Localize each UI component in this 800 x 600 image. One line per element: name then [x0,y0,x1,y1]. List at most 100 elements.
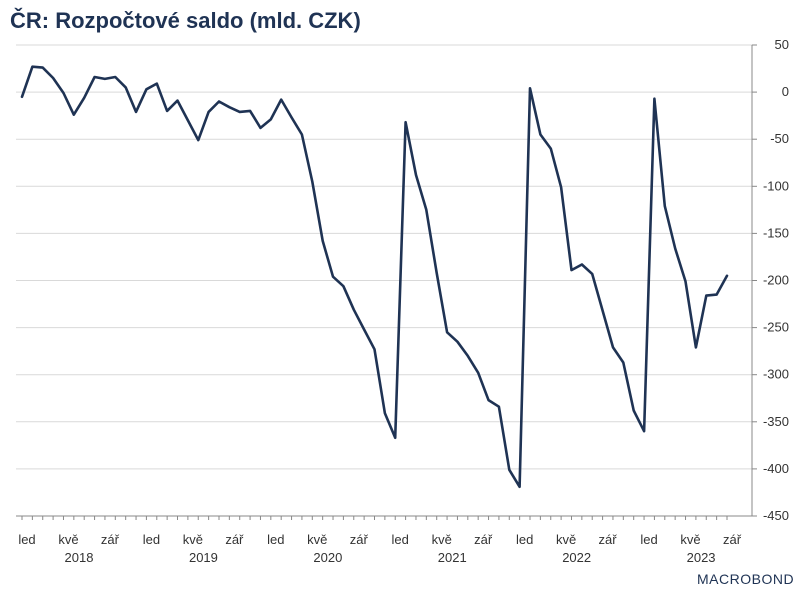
x-tick-label: led [18,532,35,547]
x-tick-label: led [392,532,409,547]
data-point [124,86,126,88]
data-point [114,76,116,78]
data-point [249,110,251,112]
y-tick-label: -450 [763,508,789,523]
data-point [270,118,272,120]
x-tick-label: zář [101,532,120,547]
x-tick-label: kvě [680,532,700,547]
data-point [373,348,375,350]
data-point [550,147,552,149]
data-point [332,276,334,278]
data-point [207,111,209,113]
data-point [601,309,603,311]
data-point [218,100,220,102]
y-tick-label: -350 [763,414,789,429]
data-point [508,469,510,471]
data-point [715,293,717,295]
x-year-label: 2019 [189,550,218,565]
data-point [239,111,241,113]
data-point [498,406,500,408]
y-tick-label: 0 [782,84,789,99]
data-point [570,269,572,271]
data-point [187,119,189,121]
x-tick-label: zář [225,532,244,547]
x-tick-label: led [640,532,657,547]
data-point [353,309,355,311]
data-point [643,430,645,432]
y-tick-label: -400 [763,461,789,476]
data-point [404,121,406,123]
data-point [73,114,75,116]
data-point [684,280,686,282]
data-point [612,346,614,348]
data-point [156,82,158,84]
data-point [176,99,178,101]
data-point [31,65,33,67]
data-point [632,409,634,411]
y-tick-label: -150 [763,225,789,240]
data-point [52,77,54,79]
data-point [695,346,697,348]
data-point [62,92,64,94]
data-point [622,361,624,363]
data-point [415,174,417,176]
x-tick-label: kvě [432,532,452,547]
x-tick-label: kvě [556,532,576,547]
data-point [581,263,583,265]
data-point [104,78,106,80]
x-tick-label: zář [350,532,369,547]
data-point [384,412,386,414]
data-point [518,486,520,488]
y-tick-label: -50 [770,131,789,146]
data-point [166,110,168,112]
data-point [145,88,147,90]
x-tick-label: zář [474,532,493,547]
x-tick-label: led [143,532,160,547]
x-tick-label: kvě [183,532,203,547]
chart-title: ČR: Rozpočtové saldo (mld. CZK) [10,8,361,33]
x-year-label: 2022 [562,550,591,565]
data-point [653,97,655,99]
y-axis: 50 0 -50 -100 -150 -200 -250 -300 -350 -400 -450 [751,37,789,523]
data-point [467,355,469,357]
data-point [228,106,230,108]
data-point [197,139,199,141]
data-point [705,294,707,296]
data-point [342,285,344,287]
data-point [259,127,261,129]
data-point [487,399,489,401]
data-point [436,272,438,274]
data-point [591,273,593,275]
data-point [290,116,292,118]
data-point [560,186,562,188]
series-line [20,65,729,489]
data-point [21,96,23,98]
x-tick-label: kvě [307,532,327,547]
data-point [539,133,541,135]
x-axis: led kvě zář led kvě zář led kvě zář led kvě zář led k… [16,515,752,565]
y-tick-label: -200 [763,273,789,288]
data-point [446,331,448,333]
data-point [394,437,396,439]
x-tick-label: zář [599,532,618,547]
data-point [456,341,458,343]
y-tick-label: -100 [763,178,789,193]
data-point [301,133,303,135]
data-point [726,275,728,277]
data-point [135,111,137,113]
macrobond-logo: MACROBOND [697,571,795,587]
y-tick-label: -300 [763,367,789,382]
y-tick-label: -250 [763,320,789,335]
data-point [280,98,282,100]
x-tick-label: zář [723,532,742,547]
y-tick-label: 50 [775,37,789,52]
x-tick-label: kvě [58,532,78,547]
data-point [664,205,666,207]
data-point [93,76,95,78]
x-year-label: 2020 [313,550,342,565]
series-layer [20,65,729,489]
data-point [363,328,365,330]
data-point [83,97,85,99]
data-point [311,180,313,182]
data-point [529,87,531,89]
